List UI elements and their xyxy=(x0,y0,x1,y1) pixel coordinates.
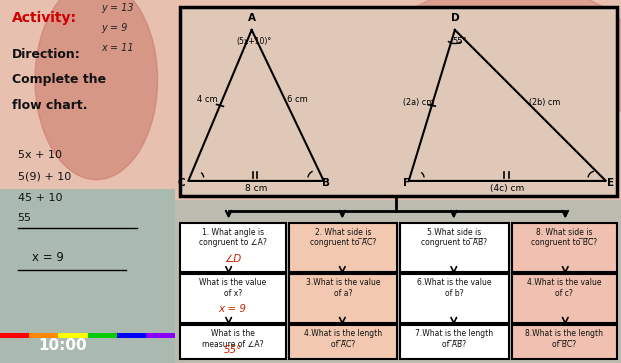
Text: Activity:: Activity: xyxy=(12,11,77,25)
Text: 6.What is the value
of b?: 6.What is the value of b? xyxy=(417,278,492,298)
Text: 55°: 55° xyxy=(224,345,242,355)
Bar xyxy=(289,325,397,359)
Text: 4 cm: 4 cm xyxy=(197,95,218,104)
Bar xyxy=(58,333,88,338)
Bar xyxy=(512,325,617,359)
Bar xyxy=(401,223,509,272)
Text: 55°: 55° xyxy=(452,37,466,46)
Text: 5.What side is
congruent to ̅A̅B̅?: 5.What side is congruent to ̅A̅B̅? xyxy=(422,228,487,247)
Ellipse shape xyxy=(35,0,158,180)
Text: 3.What is the value
of a?: 3.What is the value of a? xyxy=(306,278,380,298)
Text: (2b) cm: (2b) cm xyxy=(529,98,560,107)
Ellipse shape xyxy=(376,0,621,147)
Text: B: B xyxy=(322,178,330,188)
Bar xyxy=(146,333,175,338)
Text: x = 9: x = 9 xyxy=(219,304,247,314)
Bar xyxy=(179,325,286,359)
Text: What is the
measure of ∠A?: What is the measure of ∠A? xyxy=(202,329,263,348)
Bar xyxy=(0,333,29,338)
Polygon shape xyxy=(0,189,175,363)
Text: x = 11: x = 11 xyxy=(102,43,134,53)
Text: 1. What angle is
congruent to ∠A?: 1. What angle is congruent to ∠A? xyxy=(199,228,266,247)
Text: y = 13: y = 13 xyxy=(102,3,134,13)
Bar xyxy=(512,274,617,323)
Text: (4c) cm: (4c) cm xyxy=(490,184,524,193)
Text: Complete the: Complete the xyxy=(12,73,106,86)
Text: 4.What is the length
of ̅A̅C̅?: 4.What is the length of ̅A̅C̅? xyxy=(304,329,382,348)
Polygon shape xyxy=(175,200,621,363)
Text: 7.What is the length
of ̅A̅B̅?: 7.What is the length of ̅A̅B̅? xyxy=(415,329,494,348)
Bar xyxy=(512,223,617,272)
Text: 8.What is the length
of ̅B̅C̅?: 8.What is the length of ̅B̅C̅? xyxy=(525,329,603,348)
Text: What is the value
of x?: What is the value of x? xyxy=(199,278,266,298)
Text: Direction:: Direction: xyxy=(12,48,81,61)
Text: x = 9: x = 9 xyxy=(32,251,63,264)
Text: C: C xyxy=(178,178,186,188)
Bar xyxy=(401,325,509,359)
Text: 8. What side is
congruent to ̅B̅C̅?: 8. What side is congruent to ̅B̅C̅? xyxy=(531,228,597,247)
Bar xyxy=(179,274,286,323)
Bar xyxy=(88,333,117,338)
Text: 10:00: 10:00 xyxy=(39,338,87,352)
Text: A: A xyxy=(248,13,256,23)
Text: E: E xyxy=(607,178,614,188)
Text: ∠D: ∠D xyxy=(224,253,242,264)
Text: y = 9: y = 9 xyxy=(102,23,128,33)
Text: 45 + 10: 45 + 10 xyxy=(17,193,62,203)
Text: 8 cm: 8 cm xyxy=(245,184,267,193)
Bar xyxy=(289,223,397,272)
Text: 5x + 10: 5x + 10 xyxy=(17,150,61,160)
Bar xyxy=(179,223,286,272)
Bar xyxy=(117,333,146,338)
Text: (2a) cm: (2a) cm xyxy=(403,98,434,107)
Text: 4.What is the value
of c?: 4.What is the value of c? xyxy=(527,278,601,298)
Bar xyxy=(289,274,397,323)
Text: 6 cm: 6 cm xyxy=(287,95,308,104)
Bar xyxy=(179,7,617,196)
Text: (5x+10)°: (5x+10)° xyxy=(236,37,271,46)
Text: 2. What side is
congruent to ̅A̅C̅?: 2. What side is congruent to ̅A̅C̅? xyxy=(310,228,376,247)
Text: F: F xyxy=(403,178,410,188)
Text: 55: 55 xyxy=(17,213,32,224)
Bar xyxy=(401,274,509,323)
Bar xyxy=(29,333,58,338)
Text: D: D xyxy=(451,13,459,23)
Text: 5(9) + 10: 5(9) + 10 xyxy=(17,172,71,182)
Text: flow chart.: flow chart. xyxy=(12,99,88,112)
